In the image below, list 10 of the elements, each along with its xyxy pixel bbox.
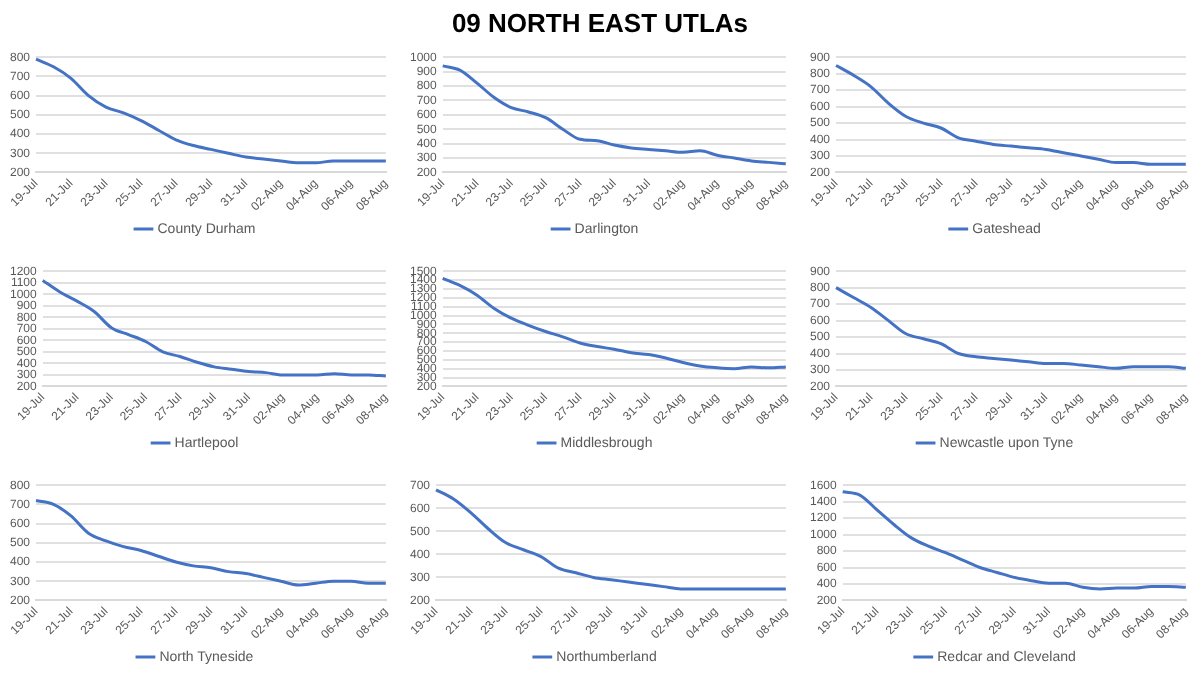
line-series — [841, 490, 1188, 591]
chart-title: 09 NORTH EAST UTLAs — [451, 7, 749, 37]
line-series — [434, 488, 788, 591]
line-series — [41, 278, 388, 378]
line-series — [34, 499, 388, 587]
line-series — [441, 64, 788, 166]
line-series — [34, 57, 388, 165]
line-series — [834, 286, 1188, 370]
line-series — [834, 63, 1188, 166]
line-series — [441, 276, 788, 371]
